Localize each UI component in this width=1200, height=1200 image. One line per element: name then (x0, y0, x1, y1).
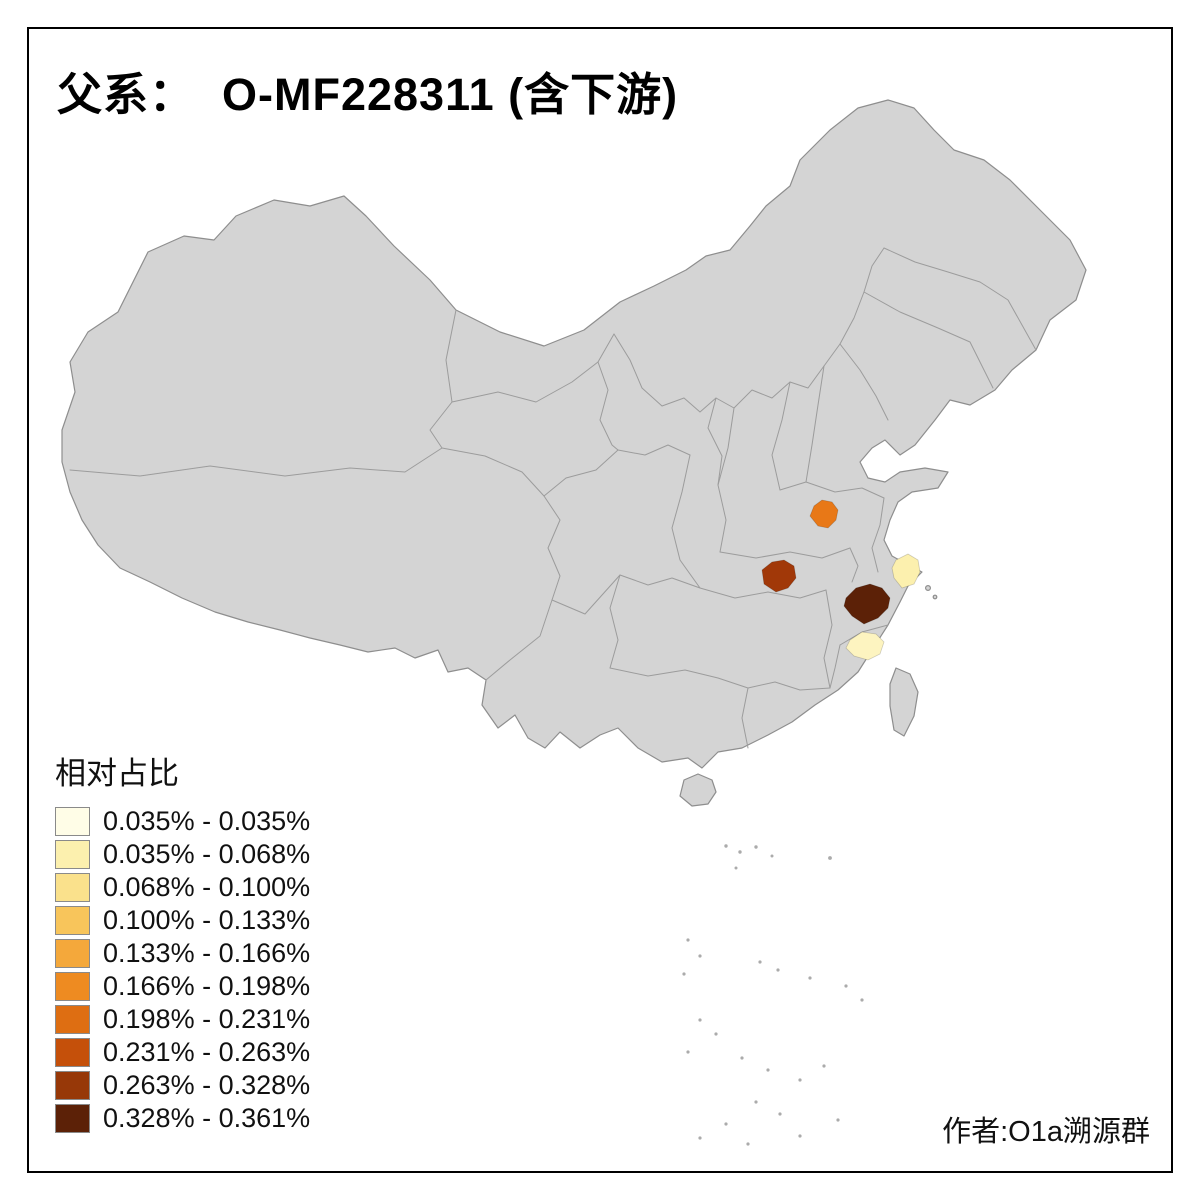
legend-item: 0.133% - 0.166% (55, 938, 310, 968)
coastal-island (924, 584, 931, 591)
legend-color-swatch (55, 872, 90, 902)
region-zhejiang-coast (891, 553, 921, 589)
legend-title: 相对占比 (55, 756, 179, 791)
legend-item-label: 0.068% - 0.100% (103, 871, 311, 902)
legend-item-label: 0.231% - 0.263% (103, 1036, 311, 1067)
legend-color-swatch (55, 1070, 90, 1100)
author-credit: 作者:O1a溯源群 (942, 1116, 1150, 1148)
legend-item-label: 0.198% - 0.231% (103, 1003, 311, 1034)
legend-item-label: 0.166% - 0.198% (103, 970, 311, 1001)
legend-color-swatch (55, 806, 90, 836)
legend-item-label: 0.133% - 0.166% (103, 937, 311, 968)
region-central-plains (809, 499, 839, 529)
legend: 相对占比 0.035% - 0.035% 0.035% - 0.068% 0.0… (55, 748, 310, 1136)
taiwan-island (889, 667, 919, 737)
region-middle-yangtze (761, 559, 797, 593)
region-northeast-jiangxi (843, 583, 891, 625)
legend-color-swatch (55, 971, 90, 1001)
legend-color-swatch (55, 1004, 90, 1034)
legend-item-label: 0.100% - 0.133% (103, 904, 311, 935)
legend-item-label: 0.035% - 0.068% (103, 838, 311, 869)
legend-item: 0.035% - 0.068% (55, 839, 310, 869)
legend-item: 0.166% - 0.198% (55, 971, 310, 1001)
legend-item: 0.068% - 0.100% (55, 872, 310, 902)
hainan-island (679, 773, 717, 807)
sea-islets-group (682, 844, 864, 1146)
legend-item-label: 0.328% - 0.361% (103, 1102, 311, 1133)
legend-item-label: 0.035% - 0.035% (103, 805, 311, 836)
legend-item: 0.198% - 0.231% (55, 1004, 310, 1034)
legend-color-swatch (55, 839, 90, 869)
mainland-china-shape (61, 99, 1087, 769)
legend-item: 0.100% - 0.133% (55, 905, 310, 935)
coastal-island (932, 594, 938, 600)
highlighted-regions-group (761, 499, 921, 661)
legend-color-swatch (55, 938, 90, 968)
region-north-fujian (845, 631, 885, 661)
legend-item: 0.231% - 0.263% (55, 1037, 310, 1067)
page-title: 父系： O-MF228311 (含下游) (57, 69, 679, 120)
legend-item: 0.328% - 0.361% (55, 1103, 310, 1133)
base-land-group (61, 99, 1087, 807)
legend-item-label: 0.263% - 0.328% (103, 1069, 311, 1100)
legend-item: 0.263% - 0.328% (55, 1070, 310, 1100)
legend-color-swatch (55, 905, 90, 935)
legend-item: 0.035% - 0.035% (55, 806, 310, 836)
legend-color-swatch (55, 1037, 90, 1067)
legend-color-swatch (55, 1103, 90, 1133)
province-borders-group (69, 247, 1037, 749)
